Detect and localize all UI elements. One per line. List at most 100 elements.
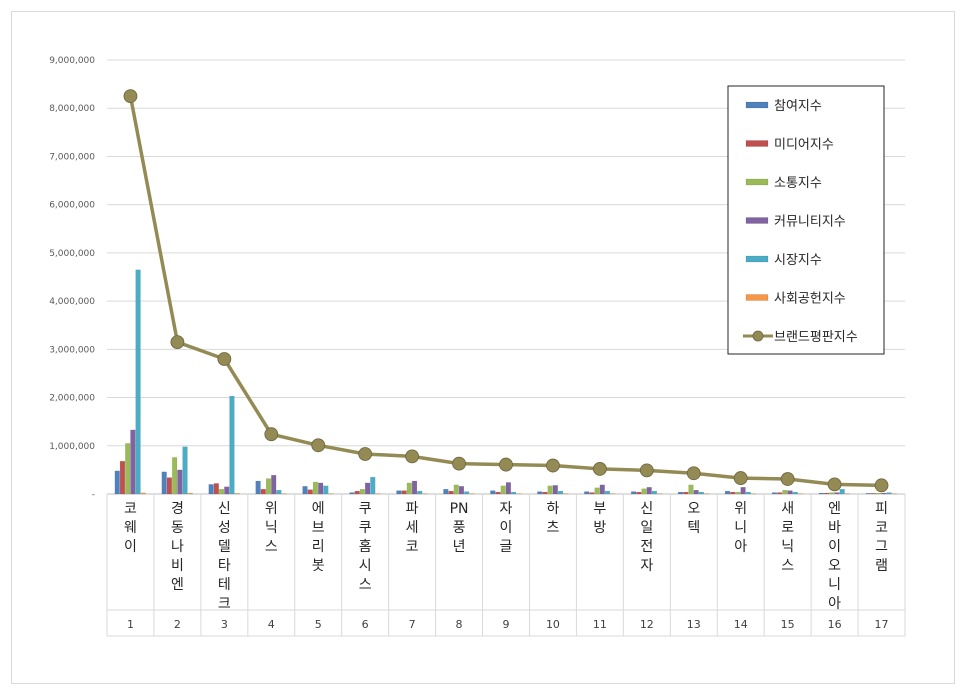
legend-label: 미디어지수 [774,138,834,153]
bar-소통지수 [125,443,131,495]
bar-참여지수 [255,480,261,495]
bar-미디어지수 [354,490,360,495]
bar-참여지수 [677,491,684,495]
bar-시장지수 [464,491,470,495]
legend-swatch [745,255,769,263]
bar-커뮤니티지수 [834,492,840,495]
bar-사회공헌지수 [516,493,522,495]
bar-사회공헌지수 [750,493,757,495]
bar-미디어지수 [589,492,595,495]
bar-소통지수 [829,492,835,495]
bar-미디어지수 [307,489,313,495]
rank-label: 4 [268,618,275,631]
bar-참여지수 [349,492,355,495]
bar-소통지수 [218,488,225,495]
legend-label: 참여지수 [774,99,822,114]
bar-참여지수 [302,486,308,495]
rank-label: 8 [456,618,463,631]
bar-미디어지수 [542,491,548,495]
bar-미디어지수 [119,461,126,495]
bar-커뮤니티지수 [177,469,183,495]
bar-사회공헌지수 [610,493,616,495]
bar-시장지수 [604,490,611,495]
rank-label: 7 [409,618,416,631]
bar-소통지수 [453,484,459,495]
bar-커뮤니티지수 [318,482,324,495]
line-point [170,335,185,350]
bar-미디어지수 [870,493,877,495]
rank-label: 2 [174,618,181,631]
bar-미디어지수 [448,490,454,495]
y-tick-label: 6,000,000 [49,201,95,211]
rank-label: 14 [734,618,748,631]
bar-미디어지수 [777,492,783,495]
line-point [264,427,279,442]
bar-사회공헌지수 [328,493,334,495]
line-point [546,458,560,473]
rank-label: 10 [546,618,560,631]
bar-사회공헌지수 [469,493,475,495]
chart-svg: - 1,000,000 2,000,000 3,000,000 4,000,000 5,0… [49,56,906,637]
bar-커뮤니티지수 [458,486,465,495]
bar-소통지수 [312,481,319,495]
bar-시장지수 [698,491,704,495]
rank-label: 1 [127,618,134,631]
bar-참여지수 [818,492,824,495]
bar-시장지수 [135,269,141,495]
bar-시장지수 [276,489,282,495]
line-point [358,447,373,461]
y-tick-label: 2,000,000 [49,394,95,404]
bar-사회공헌지수 [797,493,804,495]
bar-사회공헌지수 [891,493,897,495]
bar-소통지수 [688,484,694,495]
rank-label: 15 [781,618,795,631]
bar-커뮤니티지수 [881,492,887,495]
bar-소통지수 [876,492,882,495]
bar-커뮤니티지수 [740,487,746,495]
rank-label: 16 [828,618,842,631]
line-point [452,456,466,471]
bar-미디어지수 [401,490,407,495]
legend-swatch [745,178,769,186]
line-point [123,89,138,104]
bar-참여지수 [724,490,731,495]
rank-label: 13 [687,618,701,631]
legend-swatch [745,101,769,109]
bar-시장지수 [557,490,564,495]
bar-시장지수 [745,491,751,495]
bar-소통지수 [735,491,741,495]
legend-label: 커뮤니티지수 [774,215,846,230]
gridlines [107,59,905,495]
bar-미디어지수 [260,488,266,495]
y-tick-label: 3,000,000 [49,345,95,355]
bar-시장지수 [839,488,845,495]
bar-참여지수 [396,490,402,495]
bar-시장지수 [417,490,423,495]
bar-사회공헌지수 [844,493,850,495]
bar-참여지수 [584,491,590,495]
line-point [827,477,842,492]
legend-label: 사회공헌지수 [774,292,846,307]
line-point [217,352,232,366]
legend-label: 브랜드평판지수 [774,330,858,345]
bar-시장지수 [229,395,235,495]
bar-시장지수 [792,491,798,495]
bar-사회공헌지수 [703,493,710,495]
bar-참여지수 [114,470,120,495]
line-point [874,478,889,493]
bar-미디어지수 [636,491,642,495]
bar-미디어지수 [213,483,219,495]
bar-소통지수 [547,485,553,495]
y-tick-label: 4,000,000 [49,297,95,307]
bar-참여지수 [865,493,871,495]
bar-미디어지수 [823,492,830,495]
